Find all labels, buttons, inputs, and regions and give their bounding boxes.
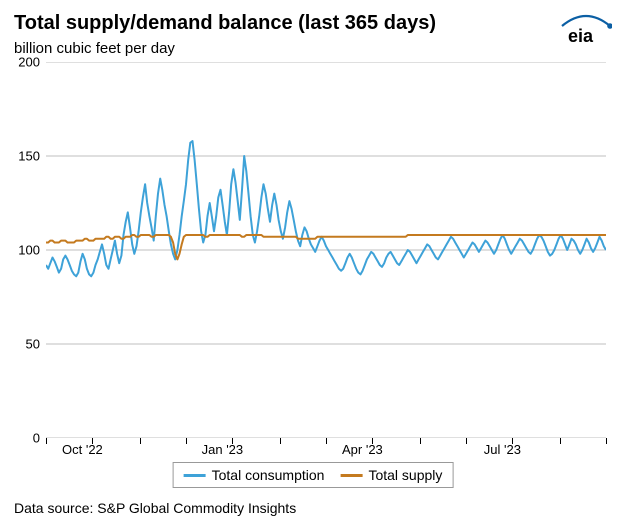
y-axis-label: 50	[26, 337, 40, 352]
x-tick	[560, 438, 561, 444]
legend-swatch	[340, 474, 362, 477]
x-tick	[420, 438, 421, 444]
x-tick	[186, 438, 187, 444]
x-tick	[140, 438, 141, 444]
y-axis-label: 200	[18, 55, 40, 70]
line-chart	[46, 62, 606, 438]
x-tick	[280, 438, 281, 444]
x-tick	[92, 438, 93, 444]
legend-item-supply: Total supply	[340, 467, 442, 483]
svg-text:eia: eia	[568, 26, 594, 46]
chart-legend: Total consumption Total supply	[173, 462, 454, 488]
y-axis-label: 0	[33, 431, 40, 446]
x-axis-label: Jan '23	[202, 442, 244, 457]
x-tick	[372, 438, 373, 444]
y-axis-label: 100	[18, 243, 40, 258]
x-tick	[606, 438, 607, 444]
x-tick	[46, 438, 47, 444]
x-tick	[466, 438, 467, 444]
legend-item-consumption: Total consumption	[184, 467, 325, 483]
chart-title: Total supply/demand balance (last 365 da…	[14, 12, 436, 35]
x-tick	[512, 438, 513, 444]
x-axis-label: Apr '23	[342, 442, 383, 457]
legend-swatch	[184, 474, 206, 477]
x-axis-label: Oct '22	[62, 442, 103, 457]
eia-logo: eia	[560, 12, 612, 51]
legend-label: Total supply	[368, 467, 442, 483]
x-tick	[326, 438, 327, 444]
legend-label: Total consumption	[212, 467, 325, 483]
x-axis-label: Jul '23	[484, 442, 521, 457]
x-tick	[232, 438, 233, 444]
y-axis-label: 150	[18, 149, 40, 164]
data-source: Data source: S&P Global Commodity Insigh…	[14, 500, 296, 516]
